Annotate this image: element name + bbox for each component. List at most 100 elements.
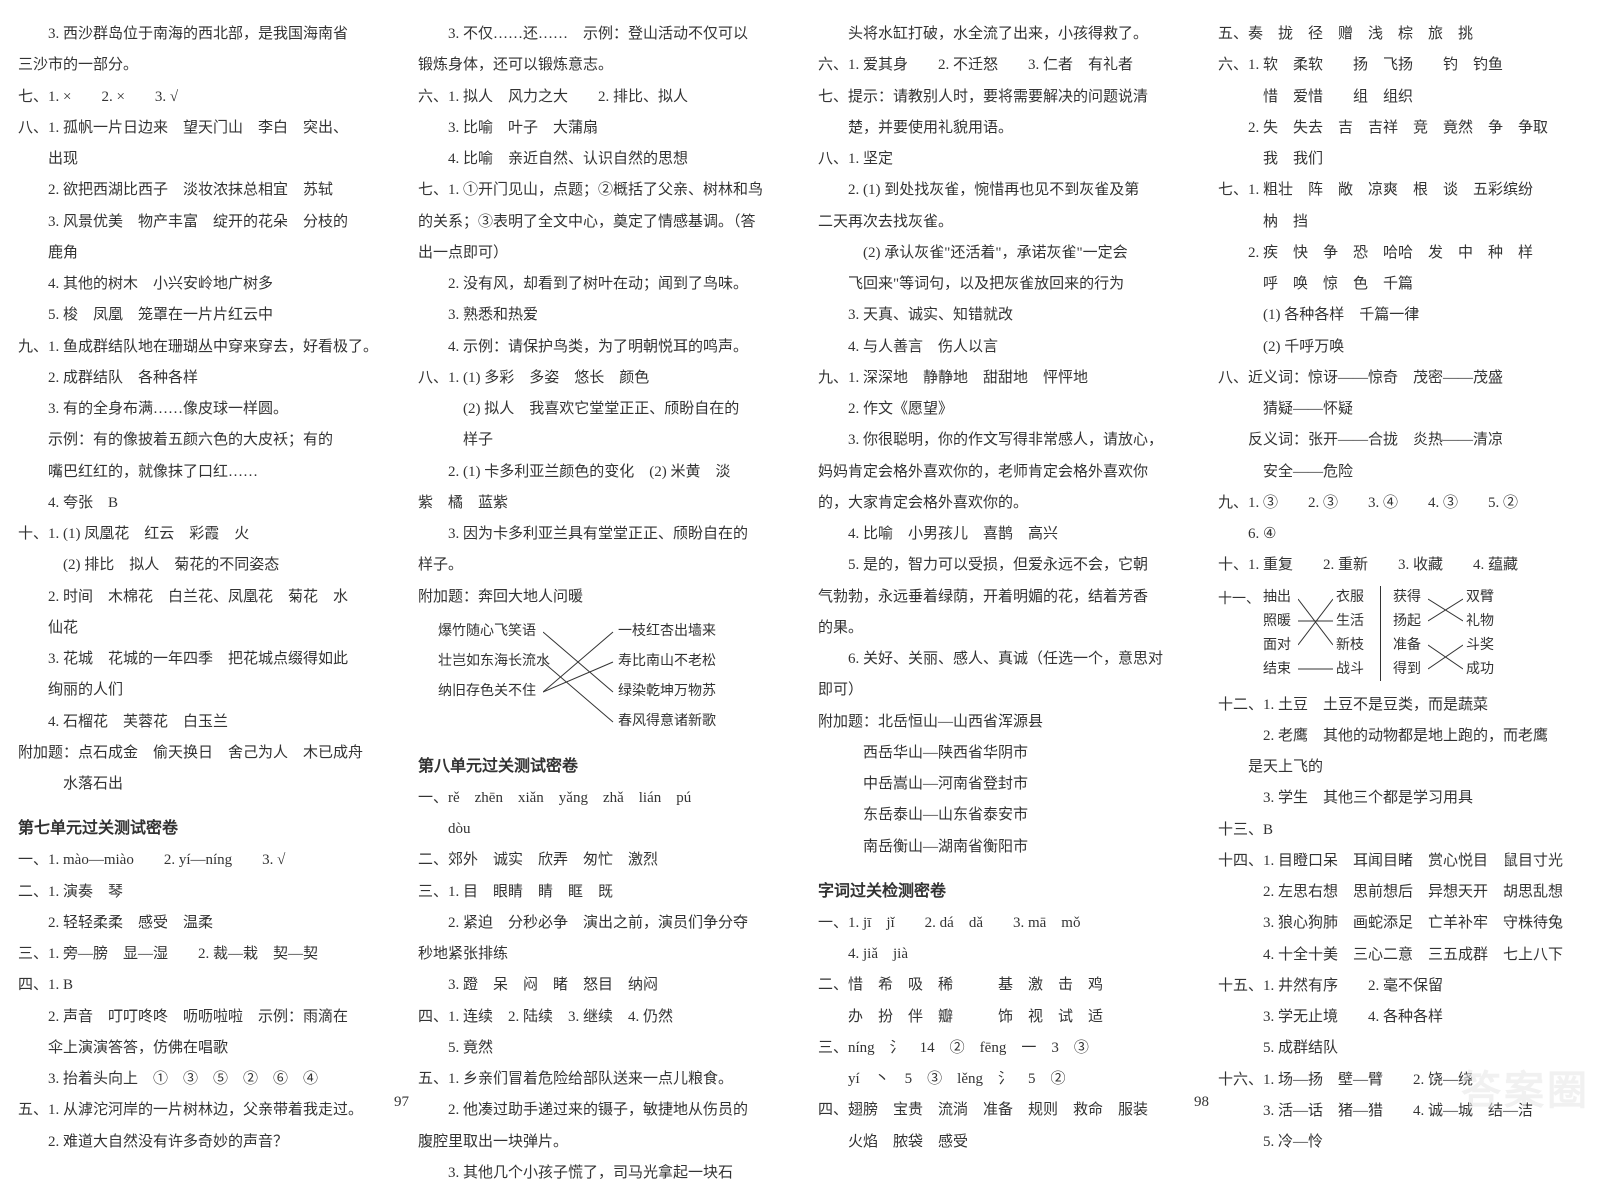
text-line: 2. 他凑过助手递过来的镊子，敏捷地从伤员的 [418,1096,782,1125]
text-line: 六、1. 爱其身 2. 不迁怒 3. 仁者 有礼者 [818,51,1182,80]
text-line: 2. 老鹰 其他的动物都是地上跑的，而老鹰 [1218,722,1582,751]
text-line: 绚丽的人们 [18,676,382,705]
text-line: 一、1. mào—miào 2. yí—níng 3. √ [18,846,382,875]
text-line: 七、提示：请教别人时，要将需要解决的问题说清 [818,83,1182,112]
text-line: 4. 夸张 B [18,489,382,518]
text-line: 飞回来"等词句，以及把灰雀放回来的行为 [818,270,1182,299]
text-line: 四、1. B [18,971,382,1000]
text-line: 六、1. 软 柔软 扬 飞扬 钓 钓鱼 [1218,51,1582,80]
text-line: 仙花 [18,614,382,643]
text-line: 3. 天真、诚实、知错就改 [818,301,1182,330]
text-line: 3. 不仅……还…… 示例：登山活动不仅可以 [418,20,782,49]
section-title-8: 第八单元过关测试密卷 [418,751,782,782]
text-line: 五、1. 乡亲们冒着危险给部队送来一点儿粮食。 [418,1065,782,1094]
text-line: 3. 其他几个小孩子慌了，司马光拿起一块石 [418,1159,782,1188]
text-line: 3. 风景优美 物产丰富 绽开的花朵 分枝的 [18,208,382,237]
text-line: 七、1. ①开门见山，点题；②概括了父亲、树林和鸟 [418,176,782,205]
text-line: 气勃勃，永远垂着绿荫，开着明媚的花，结着芳香 [818,583,1182,612]
text-line: 火焰 脓袋 感受 [818,1128,1182,1157]
cross-item: 结束 [1263,658,1291,682]
text-line: 十三、B [1218,816,1582,845]
text-line: 2. 左思右想 思前想后 异想天开 胡思乱想 [1218,878,1582,907]
text-line: 5. 竟然 [418,1034,782,1063]
text-line: 的果。 [818,614,1182,643]
cross-item: 准备 [1393,634,1421,658]
text-line: 4. 十全十美 三心二意 三五成群 七上八下 [1218,941,1582,970]
text-line: 3. 抬着头向上 ① ③ ⑤ ② ⑥ ④ [18,1065,382,1094]
text-line: 呼 唤 惊 色 千篇 [1218,270,1582,299]
column-2: 3. 不仅……还…… 示例：登山活动不仅可以锻炼身体，还可以锻炼意志。六、1. … [400,0,800,1126]
diagram-item: 绿染乾坤万物苏 [618,677,716,707]
text-line: 十、1. (1) 凤凰花 红云 彩霞 火 [18,520,382,549]
text-line: 我 我们 [1218,145,1582,174]
diagram-item: 春风得意诸新歌 [618,707,716,737]
text-line: 七、1. × 2. × 3. √ [18,83,382,112]
text-line: 水落石出 [18,770,382,799]
cross-item: 面对 [1263,634,1291,658]
text-line: 附加题：北岳恒山—山西省浑源县 [818,708,1182,737]
cross-match-diagram: 十一、 抽出照暖面对结束 衣服生活新枝战斗 获得扬起准备得到 双臂礼物斗奖成功 [1218,586,1582,686]
text-line: 南岳衡山—湖南省衡阳市 [818,833,1182,862]
diagram-item: 壮岂如东海长流水 [438,647,550,677]
column-1: 3. 西沙群岛位于南海的西北部，是我国海南省三沙市的一部分。七、1. × 2. … [0,0,400,1126]
diagram-item: 寿比南山不老松 [618,647,716,677]
text-line: 办 扮 伴 瓣 饰 视 试 适 [818,1003,1182,1032]
text-line: 九、1. 深深地 静静地 甜甜地 怦怦地 [818,364,1182,393]
text-line: 4. 与人善言 伤人以言 [818,333,1182,362]
text-line: 2. 失 失去 吉 吉祥 竞 竟然 争 争取 [1218,114,1582,143]
text-line: (1) 各种各样 千篇一律 [1218,301,1582,330]
cross-item: 获得 [1393,586,1421,610]
text-line: 4. 比喻 亲近自然、认识自然的思想 [418,145,782,174]
text-line: 2. 没有风，却看到了树叶在动；闻到了鸟味。 [418,270,782,299]
text-line: (2) 承认灰雀"还活着"，承诺灰雀"一定会 [818,239,1182,268]
text-line: 6. 关好、关丽、感人、真诚（任选一个，意思对 [818,645,1182,674]
text-line: 妈妈肯定会格外喜欢你的，老师肯定会格外喜欢你 [818,458,1182,487]
text-line: 五、奏 拢 径 赠 浅 棕 旅 挑 [1218,20,1582,49]
text-line: 是天上飞的 [1218,753,1582,782]
text-line: 5. 冷—怜 [1218,1128,1582,1157]
text-line: 3. 学生 其他三个都是学习用具 [1218,784,1582,813]
text-line: 十五、1. 井然有序 2. 毫不保留 [1218,972,1582,1001]
text-line: 九、1. ③ 2. ③ 3. ④ 4. ③ 5. ② [1218,489,1582,518]
text-line: 5. 是的，智力可以受损，但爱永远不会，它朝 [818,551,1182,580]
text-line: 2. 欲把西湖比西子 淡妆浓抹总相宜 苏轼 [18,176,382,205]
text-line: 猜疑——怀疑 [1218,395,1582,424]
text-line: 秒地紧张排练 [418,940,782,969]
text-line: 八、1. 孤帆一片日边来 望天门山 李白 突出、 [18,114,382,143]
text-line: 2. 作文《愿望》 [818,395,1182,424]
diagram-top: 附加题：奔回大地人问暖 [418,583,782,612]
text-line: 6. ④ [1218,520,1582,549]
text-line: 2. 疾 快 争 恐 哈哈 发 中 种 样 [1218,239,1582,268]
text-line: 出一点即可） [418,239,782,268]
text-line: 十二、1. 土豆 土豆不是豆类，而是蔬菜 [1218,691,1582,720]
text-line: 鹿角 [18,239,382,268]
text-line: 4. 石榴花 芙蓉花 白玉兰 [18,708,382,737]
diagram-item: 一枝红杏出墙来 [618,617,716,647]
cross-item: 战斗 [1336,658,1364,682]
diagram-item: 纳旧存色关不住 [438,677,550,707]
text-line: 二、1. 演奏 琴 [18,878,382,907]
text-line: 嘴巴红红的，就像抹了口红…… [18,458,382,487]
text-line: 3. 比喻 叶子 大蒲扇 [418,114,782,143]
text-line: 2. 时间 木棉花 白兰花、凤凰花 菊花 水 [18,583,382,612]
text-line: 三、1. 目 眼睛 睛 眶 既 [418,878,782,907]
text-line: 3. 花城 花城的一年四季 把花城点缀得如此 [18,645,382,674]
text-line: 四、翅膀 宝贵 流淌 准备 规则 救命 服装 [818,1096,1182,1125]
text-line: 伞上演演答答，仿佛在唱歌 [18,1034,382,1063]
text-line: 即可） [818,676,1182,705]
text-line: 五、1. 从滹沱河岸的一片树林边，父亲带着我走过。 [18,1096,382,1125]
text-line: 示例：有的像披着五颜六色的大皮袄；有的 [18,426,382,455]
text-line: 枘 挡 [1218,208,1582,237]
text-line: 4. 示例：请保护鸟类，为了明朝悦耳的鸣声。 [418,333,782,362]
text-line: 3. 熟悉和热爱 [418,301,782,330]
text-line: 3. 学无止境 4. 各种各样 [1218,1003,1582,1032]
text-line: 2. 轻轻柔柔 感受 温柔 [18,909,382,938]
cross-item: 照暖 [1263,610,1291,634]
text-line: 2. 难道大自然没有许多奇妙的声音？ [18,1128,382,1157]
text-line: 3. 西沙群岛位于南海的西北部，是我国海南省 [18,20,382,49]
eleven-label: 十一、 [1218,586,1260,613]
watermark: 答案圈 [1461,1058,1590,1116]
text-line: 十四、1. 目瞪口呆 耳闻目睹 赏心悦目 鼠目寸光 [1218,847,1582,876]
text-line: 三、níng 氵 14 ② fēng 一 3 ③ [818,1034,1182,1063]
text-line: 三沙市的一部分。 [18,51,382,80]
